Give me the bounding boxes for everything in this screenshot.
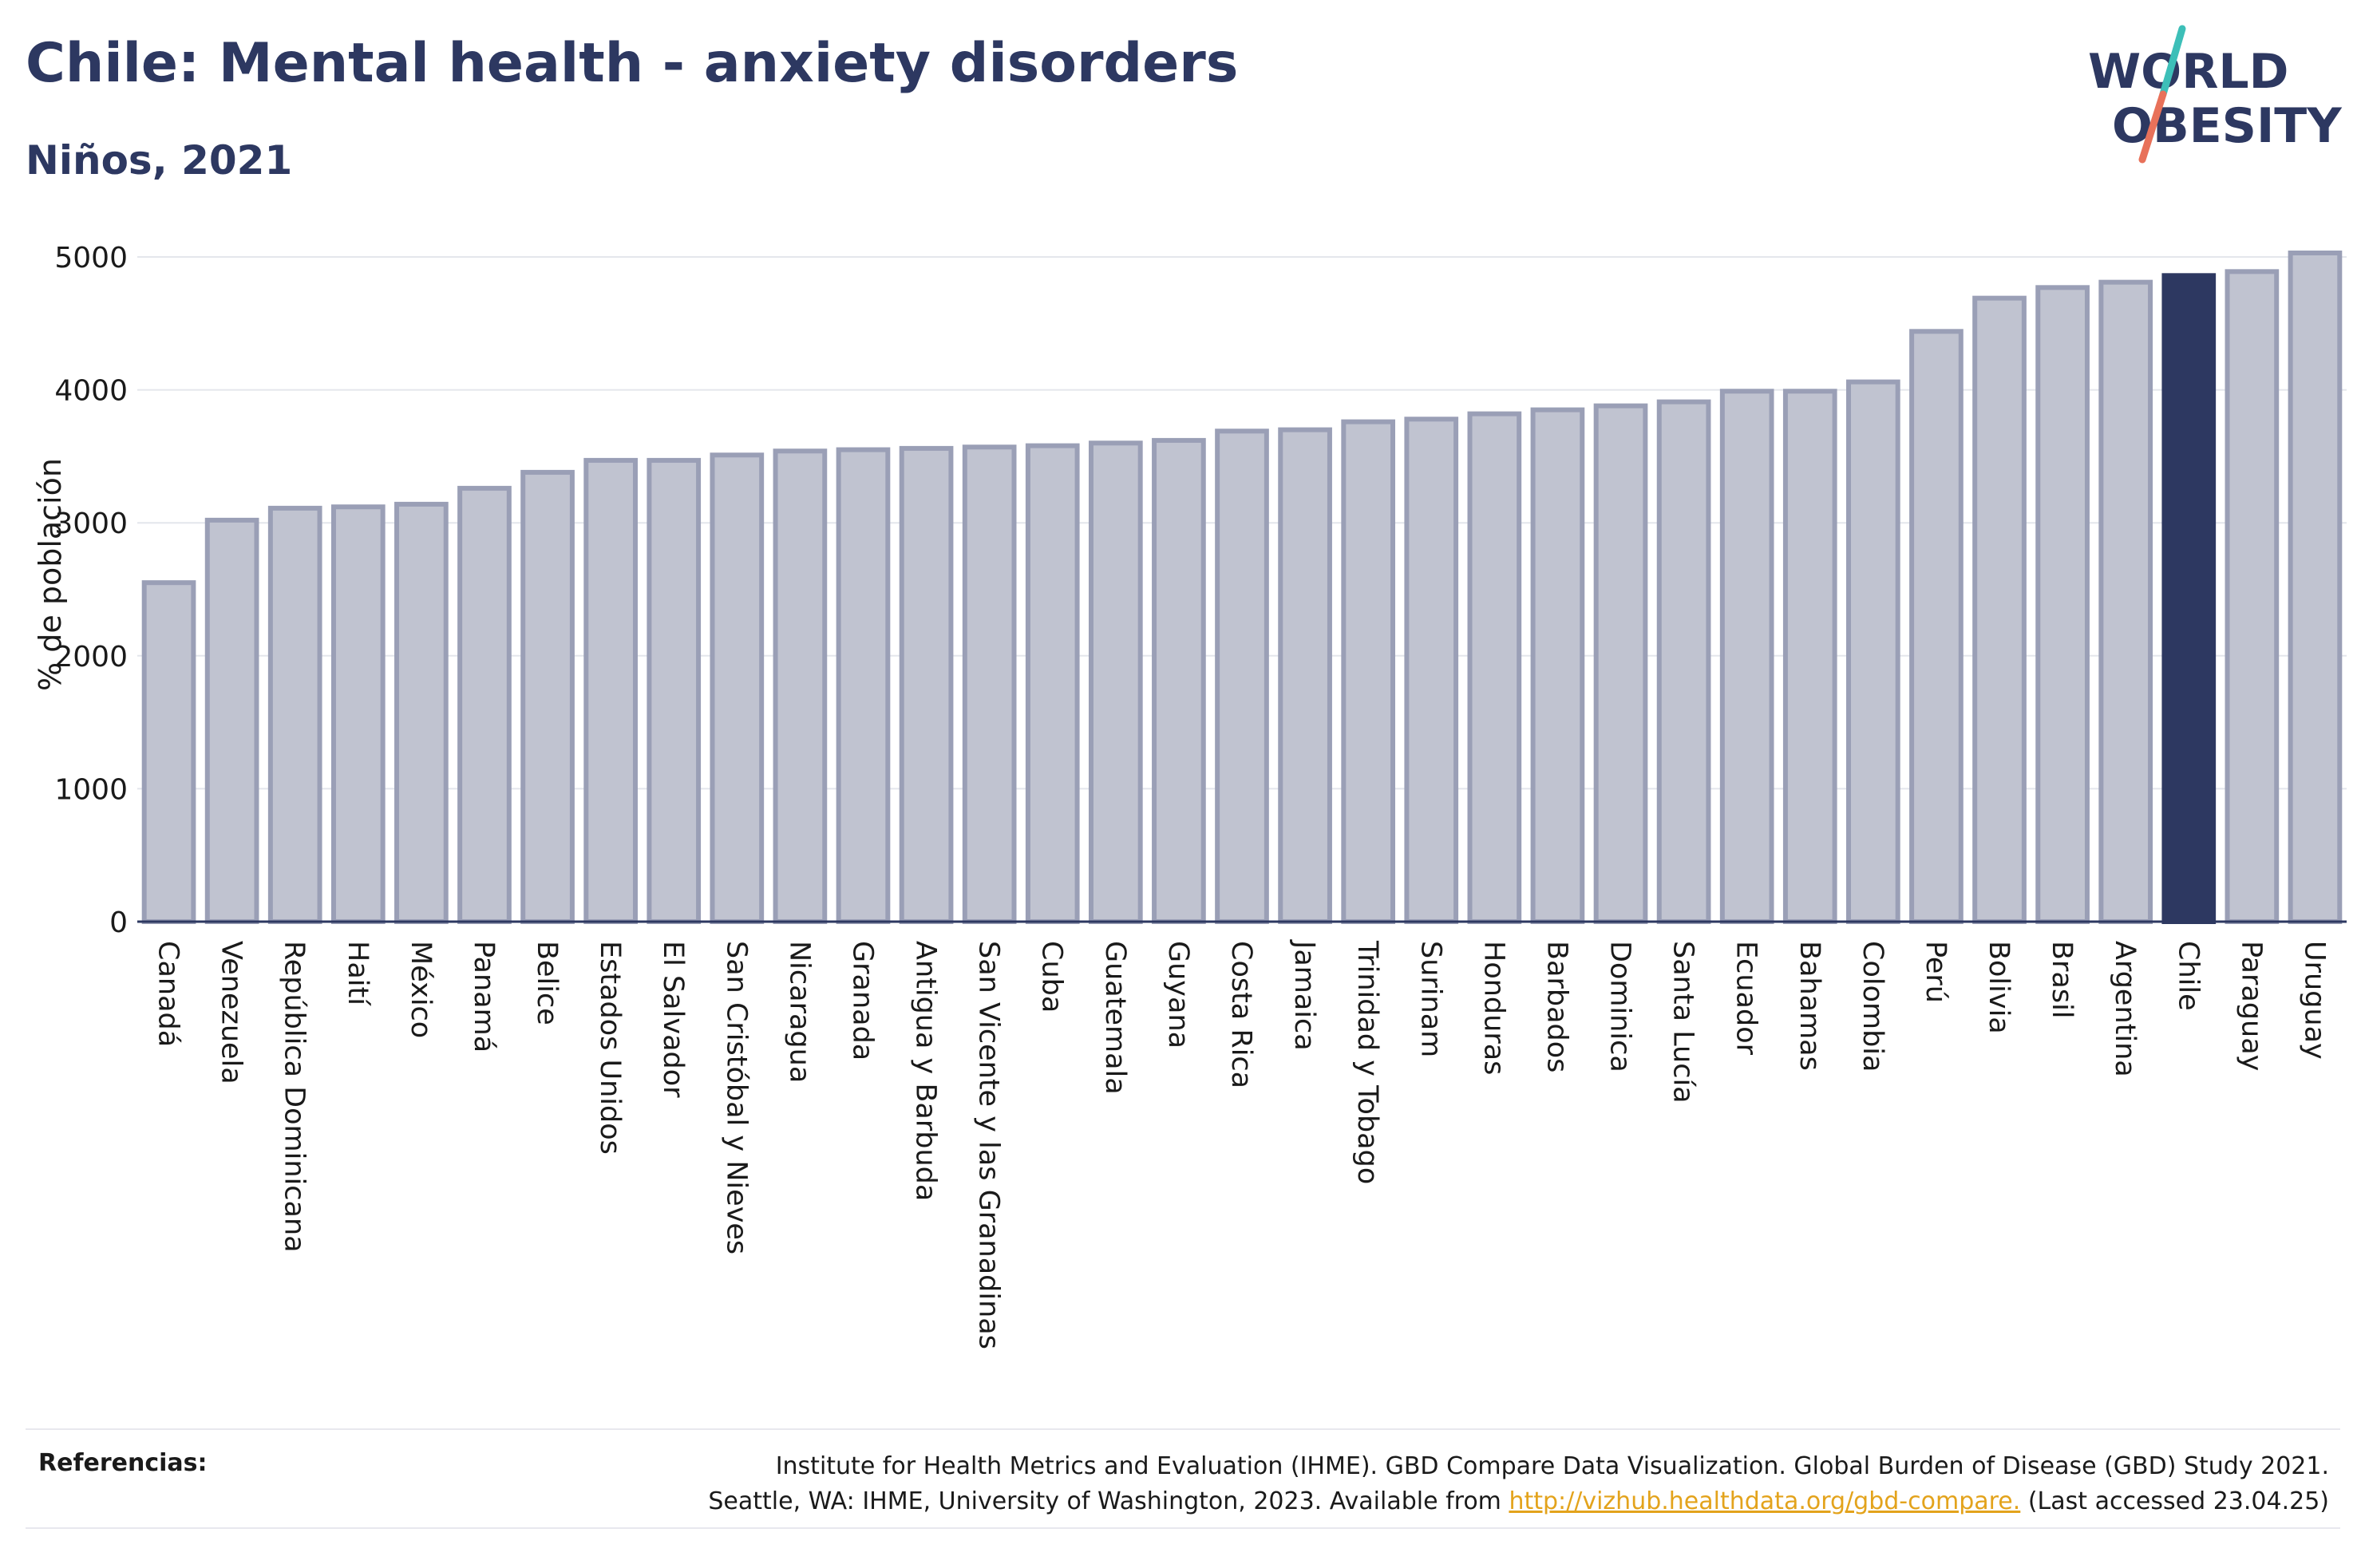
x-tick-label: Santa Lucía — [1667, 941, 1699, 1104]
reference-line-2-suffix: (Last accessed 23.04.25) — [2020, 1487, 2329, 1515]
x-tick-label: Perú — [1920, 941, 1952, 1003]
x-tick-label: México — [405, 941, 437, 1038]
reference-line-2-prefix: Seattle, WA: IHME, University of Washing… — [708, 1487, 1509, 1515]
bar — [1404, 417, 1459, 924]
bar — [773, 448, 828, 924]
bar — [647, 457, 702, 924]
world-obesity-logo: WORLD OBESITY — [2088, 25, 2343, 164]
x-tick-label: San Cristóbal y Nieves — [720, 941, 752, 1254]
bar — [1025, 443, 1080, 924]
x-tick-label: Surinam — [1414, 941, 1446, 1057]
x-tick-label: Antigua y Barbuda — [910, 941, 942, 1201]
bar-chart: 0 1000 2000 3000 4000 5000 Canadá Venezuela Rep… — [33, 242, 2347, 1349]
bar — [1846, 379, 1900, 924]
bar — [1152, 437, 1206, 924]
x-tick-label: Uruguay — [2298, 941, 2330, 1060]
x-tick-label: Ecuador — [1730, 941, 1762, 1056]
bar — [1467, 411, 1522, 924]
x-tick-label: Cuba — [1036, 941, 1068, 1013]
bar — [583, 457, 638, 924]
x-tick-label: Haití — [342, 941, 374, 1006]
x-tick-label: Chile — [2172, 941, 2204, 1011]
y-tick-label: 2000 — [54, 641, 128, 673]
bar — [836, 447, 891, 924]
x-tick-label: Granada — [846, 941, 878, 1060]
chart-title: Chile: Mental health - anxiety disorders — [26, 32, 1239, 95]
references-footer: Referencias: Institute for Health Metric… — [26, 1428, 2340, 1529]
bar — [710, 452, 765, 924]
bar — [1215, 429, 1269, 924]
x-tick-label: Bahamas — [1793, 941, 1825, 1071]
x-tick-label: Argentina — [2109, 941, 2141, 1077]
logo-line1: WORLD — [2088, 44, 2288, 100]
bar — [1719, 389, 1774, 924]
logo-slash-coral — [2138, 90, 2167, 164]
y-tick-label: 5000 — [54, 242, 128, 274]
x-tick-label: Brasil — [2046, 941, 2078, 1019]
x-tick-label: Nicaragua — [783, 941, 815, 1083]
logo-slash-teal — [2159, 25, 2186, 98]
x-tick-label: Costa Rica — [1225, 941, 1257, 1088]
x-tick-label: Jamaica — [1288, 939, 1320, 1051]
bar — [1530, 407, 1585, 924]
x-tick-label: Guatemala — [1099, 941, 1131, 1095]
bar — [267, 505, 322, 924]
x-tick-label: Venezuela — [216, 941, 247, 1084]
x-tick-label: San Vicente y las Granadinas — [973, 941, 1005, 1349]
bar — [394, 501, 449, 924]
bar — [141, 580, 196, 924]
bar — [204, 517, 259, 924]
y-tick-label: 1000 — [54, 773, 128, 806]
bar — [2035, 285, 2090, 924]
x-axis-ticks: Canadá Venezuela República Dominicana Haití… — [152, 939, 2331, 1349]
x-tick-label: Canadá — [152, 941, 184, 1047]
y-tick-label: 0 — [109, 906, 128, 939]
y-tick-label: 4000 — [54, 375, 128, 408]
bar — [2288, 251, 2343, 924]
y-axis-ticks: 0 1000 2000 3000 4000 5000 — [54, 242, 128, 939]
bar — [1278, 427, 1332, 924]
reference-line-1: Institute for Health Metrics and Evaluat… — [775, 1452, 2329, 1480]
reference-link[interactable]: http://vizhub.healthdata.org/gbd-compare… — [1509, 1487, 2021, 1515]
bar — [1656, 399, 1711, 924]
bar — [2225, 269, 2280, 924]
bar — [1341, 419, 1396, 924]
bar — [962, 444, 1017, 924]
bar — [1972, 295, 2027, 924]
x-tick-label: Colombia — [1857, 941, 1888, 1072]
reference-line-2: Seattle, WA: IHME, University of Washing… — [708, 1484, 2329, 1519]
bar — [1782, 389, 1837, 924]
bar — [1593, 403, 1648, 925]
y-tick-label: 3000 — [54, 508, 128, 540]
x-tick-label: Belice — [531, 941, 563, 1025]
x-tick-label: Dominica — [1604, 941, 1636, 1072]
x-tick-label: Bolivia — [1983, 941, 2015, 1034]
x-tick-label: Paraguay — [2235, 941, 2267, 1071]
x-tick-label: El Salvador — [657, 941, 689, 1098]
bar-highlighted — [2161, 273, 2217, 925]
bars — [141, 251, 2343, 925]
x-tick-label: Barbados — [1540, 941, 1572, 1072]
chart-subtitle: Niños, 2021 — [26, 137, 293, 184]
y-axis-label: % de población — [33, 458, 68, 691]
references-label: Referencias: — [38, 1449, 208, 1477]
x-tick-label: Honduras — [1477, 941, 1509, 1075]
x-tick-label: Trinidad y Tobago — [1351, 940, 1383, 1184]
bar — [520, 469, 575, 924]
bar — [457, 485, 512, 924]
bar — [1909, 329, 1964, 924]
references-text: Institute for Health Metrics and Evaluat… — [708, 1449, 2329, 1519]
bar — [1088, 440, 1143, 924]
x-tick-label: Estados Unidos — [594, 941, 626, 1155]
x-tick-label: República Dominicana — [279, 941, 310, 1253]
x-tick-label: Panamá — [468, 941, 500, 1053]
bar — [330, 504, 386, 924]
bar — [899, 445, 954, 924]
bar — [2098, 279, 2153, 924]
x-tick-label: Guyana — [1162, 941, 1194, 1049]
